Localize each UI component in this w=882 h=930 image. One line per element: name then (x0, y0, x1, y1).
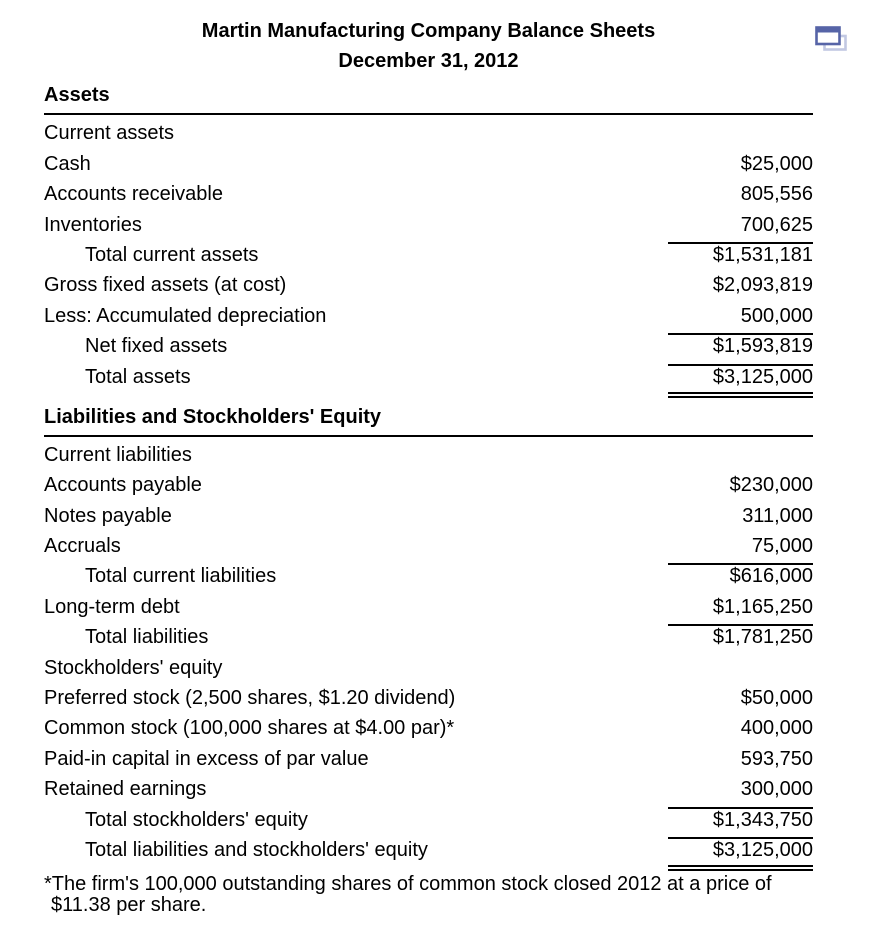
row-label: Accruals (44, 535, 121, 558)
table-row: Total liabilities and stockholders' equi… (44, 832, 813, 862)
row-label: Stockholders' equity (44, 656, 223, 679)
row-value: 500,000 (740, 304, 813, 327)
table-row: Total current assets $1,531,181 (44, 237, 813, 267)
table-row: Total assets $3,125,000 (44, 358, 813, 388)
row-value: $25,000 (740, 152, 813, 175)
section-heading: Assets (44, 84, 813, 115)
row-value: 311,000 (742, 504, 813, 527)
statement-sections: Assets Current assets Cash $25,000 Accou… (44, 84, 813, 871)
section-heading: Liabilities and Stockholders' Equity (44, 406, 813, 437)
row-label: Preferred stock (2,500 shares, $1.20 div… (44, 687, 456, 710)
table-row: Inventories 700,625 (44, 206, 813, 236)
row-label: Paid-in capital in excess of par value (44, 747, 369, 770)
table-row: Accounts payable $230,000 (44, 467, 813, 497)
row-value: $1,531,181 (668, 241, 813, 267)
section-rows: Current liabilities Accounts payable $23… (44, 437, 813, 871)
row-value: $3,125,000 (668, 836, 813, 862)
row-label: Inventories (44, 213, 142, 236)
table-row: Common stock (100,000 shares at $4.00 pa… (44, 710, 813, 740)
row-value: $1,781,250 (668, 624, 813, 649)
table-row: Less: Accumulated depreciation 500,000 (44, 297, 813, 327)
row-label: Current assets (44, 122, 175, 145)
table-row: Notes payable 311,000 (44, 497, 813, 527)
row-value: 593,750 (740, 747, 813, 770)
copy-window-icon[interactable] (814, 25, 848, 53)
double-rule (668, 391, 813, 398)
footnote: *The firm's 100,000 outstanding shares o… (44, 872, 772, 917)
section-rows: Current assets Cash $25,000 Accounts rec… (44, 115, 813, 398)
row-label: Net fixed assets (85, 335, 228, 358)
row-value: $1,165,250 (712, 595, 813, 618)
row-label: Gross fixed assets (at cost) (44, 274, 287, 297)
row-value: $50,000 (740, 687, 813, 710)
table-row: Total current liabilities $616,000 (44, 558, 813, 588)
sheet-section: Liabilities and Stockholders' Equity Cur… (44, 406, 813, 871)
row-value: $1,593,819 (668, 333, 813, 358)
row-label: Long-term debt (44, 595, 180, 618)
row-value: 805,556 (740, 183, 813, 206)
row-label: Total liabilities and stockholders' equi… (85, 838, 428, 861)
row-label: Current liabilities (44, 443, 192, 466)
table-row: Accounts receivable 805,556 (44, 176, 813, 206)
row-label: Cash (44, 152, 91, 175)
table-row: Total stockholders' equity $1,343,750 (44, 801, 813, 831)
row-value: $616,000 (668, 563, 813, 588)
sheet-section: Assets Current assets Cash $25,000 Accou… (44, 84, 813, 398)
page-subtitle: December 31, 2012 (338, 50, 519, 72)
document-header: Martin Manufacturing Company Balance She… (44, 16, 813, 76)
row-label: Total assets (85, 365, 191, 388)
page-title: Martin Manufacturing Company Balance She… (201, 20, 656, 42)
table-row: Stockholders' equity (44, 649, 813, 679)
table-row: Total liabilities $1,781,250 (44, 619, 813, 649)
table-row: Net fixed assets $1,593,819 (44, 328, 813, 358)
row-value: 75,000 (751, 535, 813, 558)
row-value: $1,343,750 (668, 806, 813, 832)
row-value: 300,000 (740, 778, 813, 801)
table-row: Long-term debt $1,165,250 (44, 588, 813, 618)
table-row: Retained earnings 300,000 (44, 771, 813, 801)
row-value: $3,125,000 (668, 363, 813, 389)
row-label: Total liabilities (85, 626, 209, 649)
table-row: Accruals 75,000 (44, 528, 813, 558)
table-row: Preferred stock (2,500 shares, $1.20 div… (44, 680, 813, 710)
row-label: Total current assets (85, 243, 259, 266)
table-row: Paid-in capital in excess of par value 5… (44, 740, 813, 770)
table-row: Cash $25,000 (44, 145, 813, 175)
table-row: Gross fixed assets (at cost) $2,093,819 (44, 267, 813, 297)
row-label: Accounts payable (44, 474, 202, 497)
table-row: Current assets (44, 115, 813, 145)
row-label: Notes payable (44, 504, 172, 527)
row-value: $230,000 (729, 474, 813, 497)
row-label: Total stockholders' equity (85, 808, 308, 831)
row-value: 700,625 (740, 213, 813, 236)
row-value: 400,000 (740, 717, 813, 740)
table-row: Current liabilities (44, 437, 813, 467)
double-rule (668, 864, 813, 871)
row-label: Retained earnings (44, 778, 207, 801)
row-value: $2,093,819 (712, 274, 813, 297)
row-label: Less: Accumulated depreciation (44, 304, 327, 327)
row-label: Common stock (100,000 shares at $4.00 pa… (44, 717, 455, 740)
row-label: Total current liabilities (85, 565, 277, 588)
row-label: Accounts receivable (44, 183, 223, 206)
